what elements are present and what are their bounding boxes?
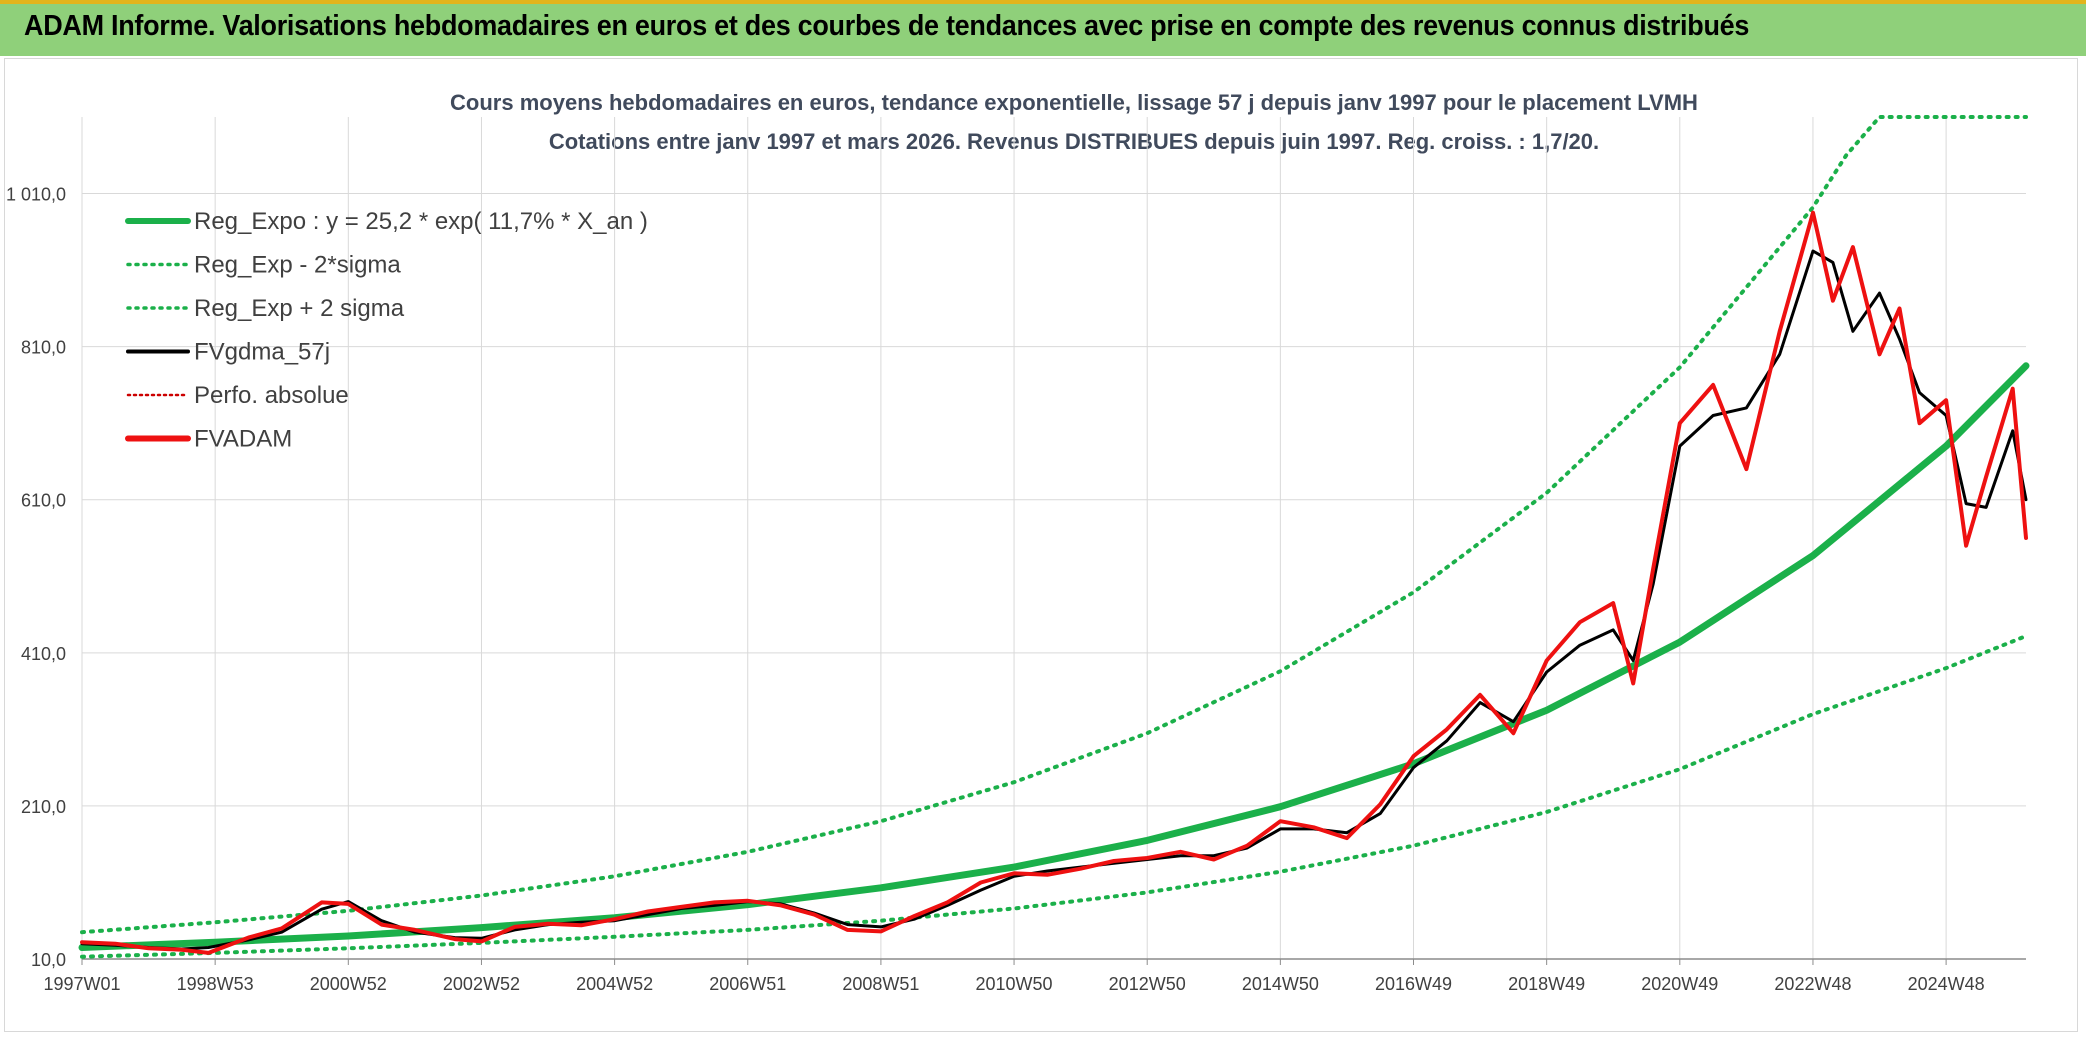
y-tick-label: 10,0 [31,950,66,970]
chart-title: Cours moyens hebdomadaires en euros, ten… [450,90,1698,115]
y-tick-label: 810,0 [21,338,66,358]
x-tick-label: 1998W53 [177,974,254,994]
x-tick-label: 2002W52 [443,974,520,994]
x-tick-label: 2020W49 [1641,974,1718,994]
chart-subtitle: Cotations entre janv 1997 et mars 2026. … [549,129,1599,154]
series-line-reg-exp-2-sigma [80,115,2028,935]
y-tick-label: 210,0 [21,797,66,817]
x-tick-label: 2014W50 [1242,974,1319,994]
legend-label-reg-expo-y-25-2-exp-11-7-x-an: Reg_Expo : y = 25,2 * exp( 11,7% * X_an … [194,208,648,235]
legend-label-fvgdma-57j: FVgdma_57j [194,339,330,366]
series-line-fvgdma-57j [80,249,2028,951]
legend-label-reg-exp-2-sigma: Reg_Exp + 2 sigma [194,295,405,322]
x-tick-label: 2010W50 [976,974,1053,994]
x-tick-label: 2012W50 [1109,974,1186,994]
x-tick-label: 2004W52 [576,974,653,994]
series-line-reg-exp-2-sigma [80,634,2028,959]
y-tick-label: 610,0 [21,491,66,511]
y-tick-label: 1 010,0 [6,185,66,205]
report-banner: ADAM Informe. Valorisations hebdomadaire… [0,0,2086,56]
x-tick-label: 2008W51 [842,974,919,994]
series-line-reg-expo-y-25-2-exp-11-7-x-an [78,362,2030,951]
legend-label-perfo-absolue: Perfo. absolue [194,382,349,409]
x-tick-label: 2024W48 [1908,974,1985,994]
x-tick-label: 2006W51 [709,974,786,994]
x-tick-label: 2000W52 [310,974,387,994]
y-tick-label: 410,0 [21,644,66,664]
legend-label-fvadam: FVADAM [194,426,292,453]
x-tick-label: 2018W49 [1508,974,1585,994]
chart-frame [4,58,2078,1032]
report-title: ADAM Informe. Valorisations hebdomadaire… [24,10,1750,42]
legend-label-reg-exp-2-sigma: Reg_Exp - 2*sigma [194,252,401,279]
x-tick-label: 2016W49 [1375,974,1452,994]
series-line-fvadam [80,210,2028,955]
x-tick-label: 1997W01 [43,974,120,994]
x-tick-label: 2022W48 [1774,974,1851,994]
